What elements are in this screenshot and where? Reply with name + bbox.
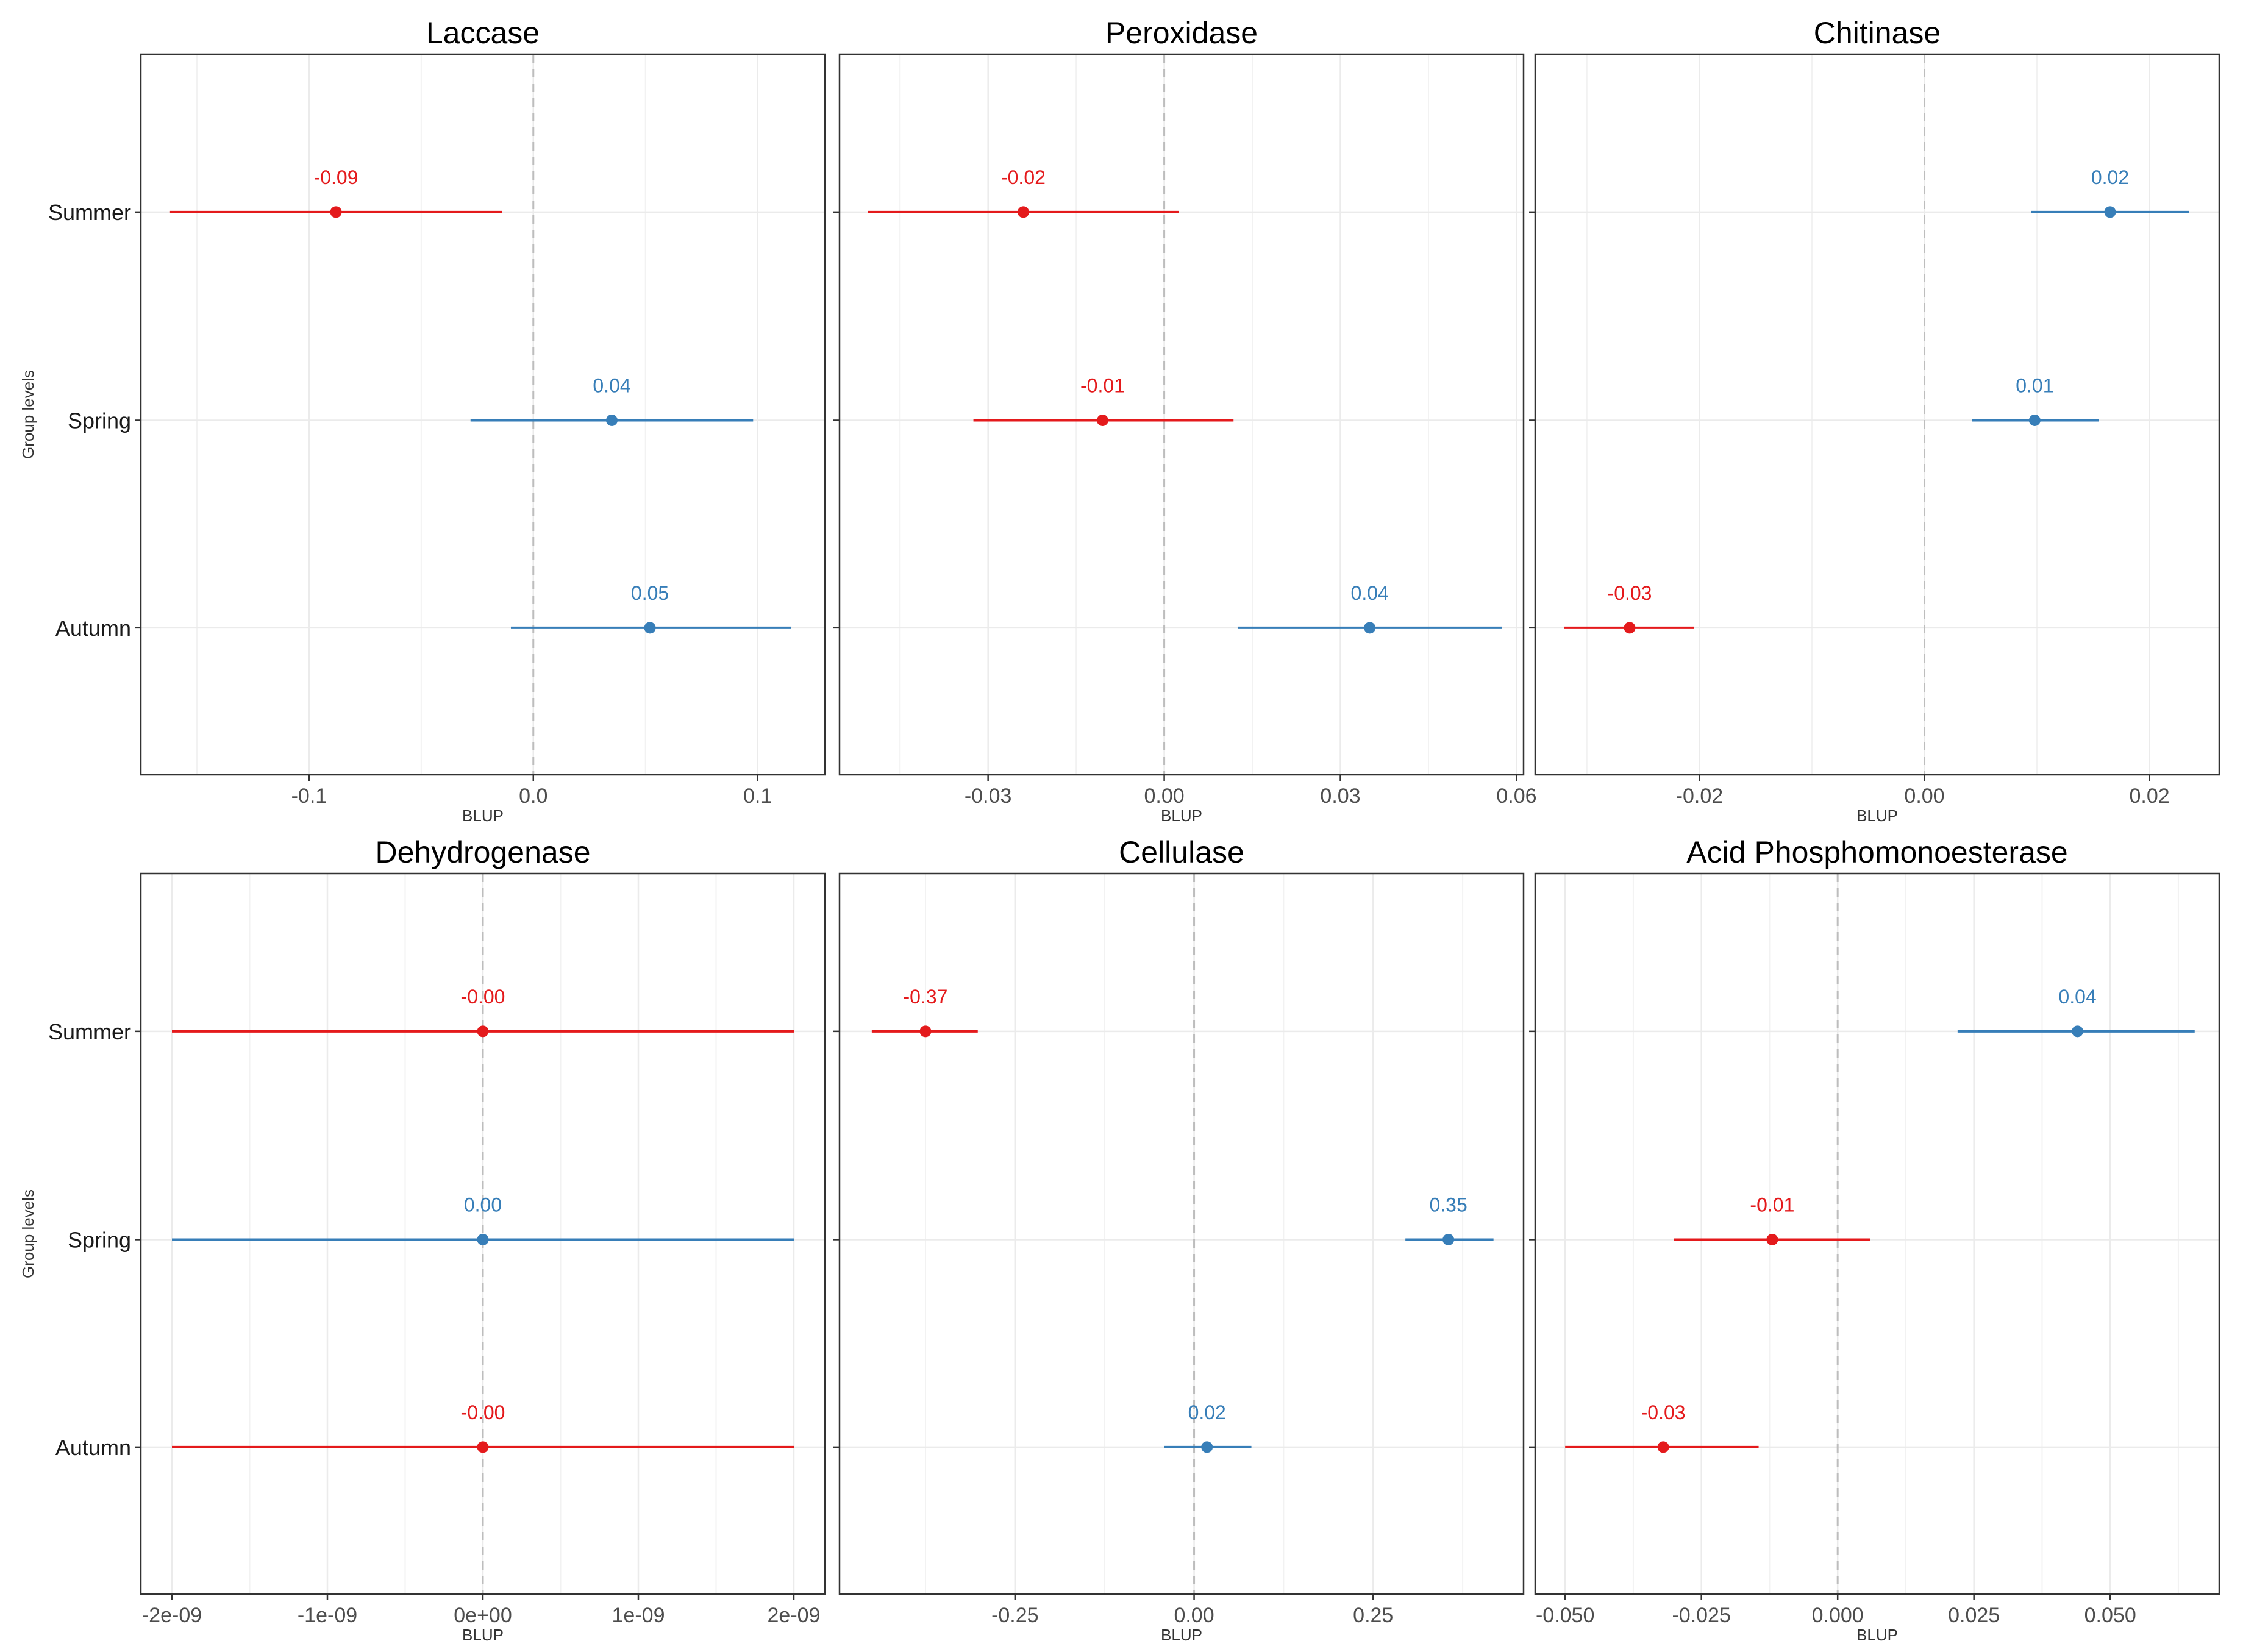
y-category-label: Summer [48, 200, 131, 225]
panel-background [141, 54, 825, 775]
panel-background [1535, 54, 2219, 775]
x-tick-label: 0.03 [1320, 785, 1360, 808]
estimate-label: 0.04 [593, 374, 630, 396]
estimate-point [2104, 206, 2116, 218]
x-tick-label: -0.050 [1536, 1604, 1594, 1627]
x-tick-label: -0.1 [291, 785, 327, 808]
estimate-label: 0.02 [1188, 1401, 1226, 1423]
estimate-point [1201, 1441, 1213, 1453]
panel-background [1535, 874, 2219, 1594]
estimate-label: -0.00 [461, 986, 505, 1008]
x-tick-label: -0.025 [1672, 1604, 1730, 1627]
y-category-label: Summer [48, 1019, 131, 1044]
panel-laccase: -0.09 0.04 0.05 -0.1 0.0 0.1 Summer Spring Autum… [19, 16, 826, 825]
y-category-label: Spring [68, 408, 131, 433]
estimate-point [1766, 1233, 1778, 1245]
panel-title: Chitinase [1814, 16, 1941, 50]
estimate-point [1096, 414, 1108, 426]
estimate-label: -0.03 [1608, 582, 1652, 604]
y-category-label: Spring [68, 1227, 131, 1252]
estimate-label: 0.01 [2016, 374, 2053, 396]
x-axis-title: BLUP [1856, 806, 1898, 825]
x-tick-label: 0.0 [519, 785, 547, 808]
x-tick-label: 0.1 [743, 785, 772, 808]
estimate-label: -0.03 [1641, 1401, 1686, 1423]
x-tick-label: -2e-09 [142, 1604, 202, 1627]
panel-title: Peroxidase [1105, 16, 1258, 50]
x-tick-label: 0.00 [1144, 785, 1184, 808]
panel-dehydrogenase: -0.00 0.00 -0.00 -2e-09 -1e-09 0e+00 1e-09 2e-0… [19, 835, 826, 1644]
x-tick-label: 0e+00 [454, 1604, 512, 1627]
estimate-point [644, 622, 656, 634]
estimate-label: 0.35 [1429, 1194, 1467, 1216]
estimate-point [2072, 1025, 2084, 1038]
x-axis-title: BLUP [462, 806, 504, 825]
x-axis-title: BLUP [462, 1626, 504, 1644]
estimate-point [477, 1441, 489, 1453]
panel-title: Laccase [426, 16, 540, 50]
estimate-label: -0.02 [1001, 166, 1046, 188]
x-tick-label: 0.000 [1812, 1604, 1864, 1627]
y-axis-title: Group levels [19, 1189, 37, 1278]
panel-border [838, 872, 1525, 1595]
estimate-point [477, 1233, 489, 1245]
estimate-point [330, 206, 342, 218]
estimate-label: -0.01 [1080, 374, 1125, 396]
x-tick-label: 0.06 [1496, 785, 1536, 808]
estimate-point [919, 1025, 932, 1038]
x-tick-label: 0.00 [1904, 785, 1944, 808]
y-axis-title: Group levels [19, 370, 37, 459]
x-tick-label: 0.02 [2129, 785, 2169, 808]
estimate-label: 0.04 [1351, 582, 1389, 604]
estimate-label: -0.37 [904, 986, 948, 1008]
panel-title: Acid Phosphomonoesterase [1686, 835, 2067, 869]
x-tick-label: -0.25 [991, 1604, 1039, 1627]
panel-peroxidase: -0.02 -0.01 0.04 -0.03 0.00 0.03 0.06 Peroxidas… [833, 16, 1537, 825]
panel-title: Cellulase [1119, 835, 1244, 869]
x-tick-label: 0.025 [1948, 1604, 2000, 1627]
x-tick-label: 0.050 [2084, 1604, 2136, 1627]
panel-background [840, 54, 1524, 775]
estimate-point [1442, 1233, 1455, 1245]
panel-border [1534, 872, 2220, 1595]
estimate-point [606, 414, 618, 426]
estimate-label: 0.05 [631, 582, 669, 604]
estimate-point [2028, 414, 2041, 426]
x-tick-label: -0.02 [1676, 785, 1724, 808]
x-axis-title: BLUP [1161, 1626, 1202, 1644]
panel-cellulase: -0.37 0.35 0.02 -0.25 0.00 0.25 Cellulase BLUP [833, 835, 1525, 1644]
estimate-point [477, 1025, 489, 1038]
estimate-label: 0.02 [2091, 166, 2129, 188]
estimate-point [1624, 622, 1636, 634]
x-tick-label: -0.03 [965, 785, 1012, 808]
x-tick-label: -1e-09 [298, 1604, 357, 1627]
x-axis-title: BLUP [1856, 1626, 1898, 1644]
estimate-point [1017, 206, 1029, 218]
panel-border [1534, 53, 2220, 776]
x-tick-label: 0.00 [1174, 1604, 1214, 1627]
y-category-label: Autumn [55, 1435, 131, 1460]
panel-background [840, 874, 1524, 1594]
estimate-point [1364, 622, 1376, 634]
estimate-label: 0.04 [2058, 986, 2096, 1008]
panel-border [140, 53, 826, 776]
x-tick-label: 1e-09 [612, 1604, 665, 1627]
estimate-label: -0.01 [1750, 1194, 1794, 1216]
panel-chitinase: 0.02 0.01 -0.03 -0.02 0.00 0.02 Chitinase BLUP [1529, 16, 2220, 825]
panel-border [838, 53, 1525, 776]
estimate-label: -0.00 [461, 1401, 505, 1423]
estimate-label: -0.09 [314, 166, 358, 188]
panel-acid-phosphomonoesterase: 0.04 -0.01 -0.03 -0.050 -0.025 0.000 0.025 0.05… [1529, 835, 2220, 1644]
x-tick-label: 0.25 [1353, 1604, 1393, 1627]
x-axis-title: BLUP [1161, 806, 1202, 825]
estimate-label: 0.00 [464, 1194, 502, 1216]
estimate-point [1657, 1441, 1669, 1453]
x-tick-label: 2e-09 [768, 1604, 821, 1627]
y-category-label: Autumn [55, 616, 131, 641]
panel-title: Dehydrogenase [375, 835, 590, 869]
